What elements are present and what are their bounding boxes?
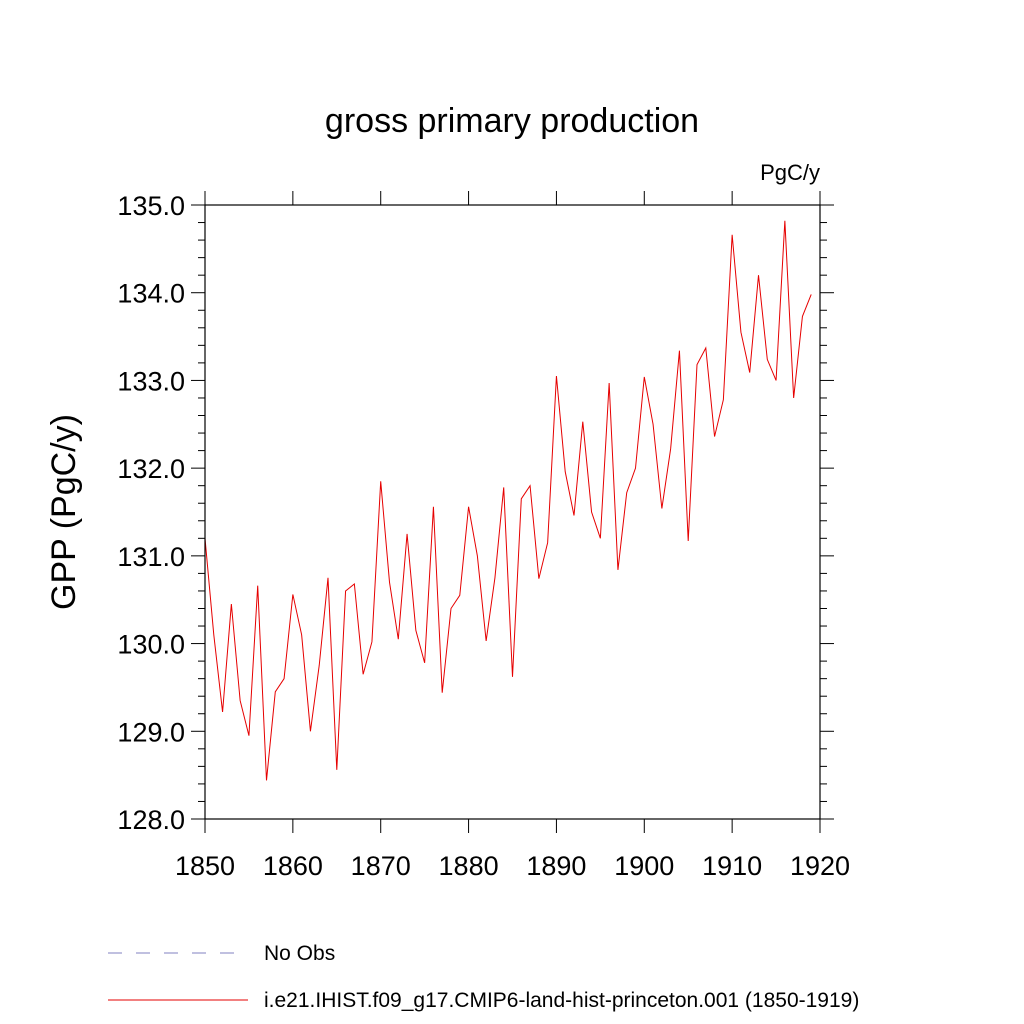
x-tick-label: 1870 [351,851,411,881]
y-axis-label: GPP (PgC/y) [45,414,83,610]
x-tick-label: 1850 [175,851,235,881]
plot-frame [204,204,821,820]
y-tick-label: 130.0 [117,630,185,660]
plot-series [204,220,812,781]
legend-label: i.e21.IHIST.f09_g17.CMIP6-land-hist-prin… [264,989,859,1012]
x-tick-label: 1890 [526,851,586,881]
x-tick-label: 1910 [702,851,762,881]
y-tick-label: 133.0 [117,366,185,396]
chart-title: gross primary production [325,102,699,140]
legend-label: No Obs [264,942,335,965]
axis-ticks [191,191,834,833]
units-label: PgC/y [760,160,820,185]
y-tick-label: 128.0 [117,805,185,835]
legend: No Obs i.e21.IHIST.f09_g17.CMIP6-land-his… [108,942,859,1012]
y-tick-label: 129.0 [117,717,185,747]
x-tick-label: 1860 [263,851,323,881]
x-tick-label: 1900 [614,851,674,881]
x-tick-label: 1920 [790,851,850,881]
y-tick-label: 135.0 [117,191,185,221]
y-tick-label: 132.0 [117,454,185,484]
y-tick-label: 131.0 [117,542,185,572]
series-line [204,220,812,781]
y-tick-label: 134.0 [117,279,185,309]
x-tick-label: 1880 [439,851,499,881]
axis-tick-labels: 128.0 129.0 130.0 131.0 132.0 133.0 134.0 135.0… [117,191,850,881]
